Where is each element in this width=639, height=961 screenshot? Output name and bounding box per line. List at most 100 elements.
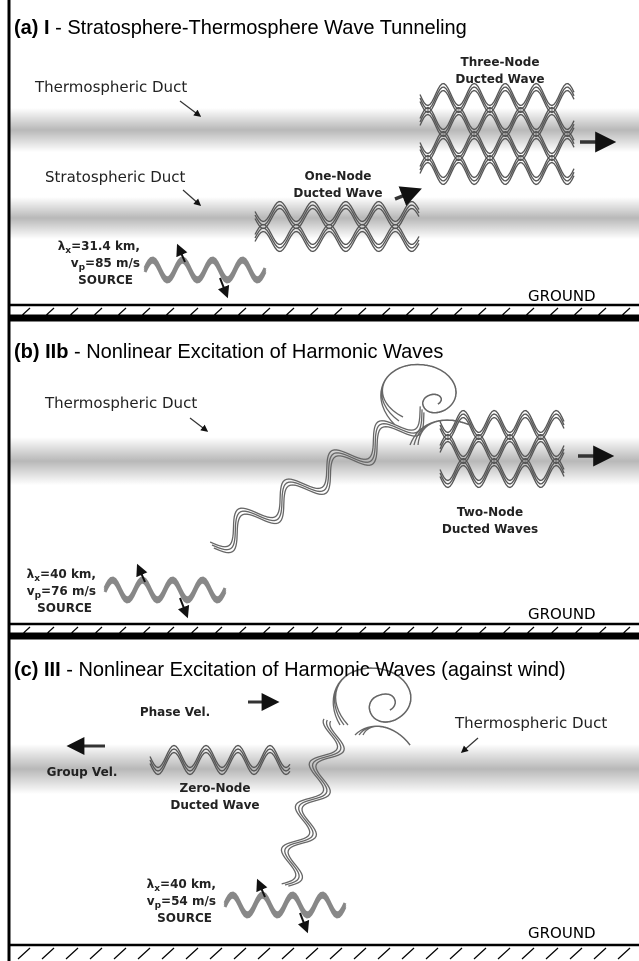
hatch-mark [593, 947, 607, 960]
arrow [394, 186, 422, 206]
hatch-mark [401, 626, 415, 639]
source-velocity: vp=76 m/s [27, 584, 96, 601]
arrow [182, 189, 202, 206]
arrow [179, 100, 202, 117]
wave-label: Two-Node [457, 505, 523, 519]
wave-line [439, 457, 565, 482]
hatch-mark [377, 626, 391, 639]
wave-label: Ducted Wave [455, 72, 544, 86]
hatch-mark [329, 947, 343, 960]
panel-title-text: - Nonlinear Excitation of Harmonic Waves [74, 341, 443, 363]
hatch-mark [425, 307, 439, 320]
hatch-mark [449, 307, 463, 320]
source-velocity: vp=54 m/s [147, 894, 216, 911]
hatch-mark [545, 947, 559, 960]
value: =40 km, [40, 567, 96, 581]
hatch-mark [17, 307, 31, 320]
wave-label: Zero-Node [180, 781, 251, 795]
symbol: λ [58, 239, 66, 253]
spiral-line [362, 725, 411, 746]
arrow [177, 597, 190, 619]
ground-hatch [17, 307, 631, 960]
arrow [176, 243, 188, 263]
wave-line [439, 440, 565, 465]
panel-title: (a) I - Stratosphere-Thermosphere Wave T… [14, 17, 467, 39]
hatch-mark [449, 947, 463, 960]
wave-line [211, 409, 423, 551]
duct-label: Thermospheric Duct [34, 78, 187, 96]
symbol: λ [147, 877, 155, 891]
hatch-mark [377, 947, 391, 960]
hatch-mark [305, 307, 319, 320]
panel-label: (b) IIb [14, 341, 68, 363]
wave-label: Ducted Wave [293, 186, 382, 200]
wave-line [419, 82, 575, 107]
hatch-mark [521, 626, 535, 639]
spiral-line [334, 667, 412, 726]
panel-label: (c) III [14, 659, 61, 681]
duct-band [10, 108, 639, 152]
panel-title-text: - Nonlinear Excitation of Harmonic Waves… [66, 659, 565, 681]
arrow [189, 417, 209, 432]
wave-line [280, 718, 339, 885]
arrow [460, 737, 479, 753]
wave-line [439, 461, 565, 485]
hatch-mark [41, 307, 55, 320]
hatch-mark [353, 947, 367, 960]
symbol: v [147, 894, 155, 908]
symbol: λ [27, 567, 35, 581]
hatch-mark [161, 626, 175, 639]
wave-line [419, 161, 575, 186]
hatch-mark [377, 307, 391, 320]
arrow [256, 878, 268, 898]
hatch-mark [569, 947, 583, 960]
background [10, 108, 639, 794]
waves [66, 82, 617, 934]
wave-line [209, 406, 421, 548]
subscript: p [155, 901, 162, 911]
hatch-mark [89, 626, 103, 639]
hatch-mark [401, 947, 415, 960]
wave-line [254, 230, 420, 253]
subscript: p [35, 591, 42, 601]
hatch-mark [233, 307, 247, 320]
source-label: SOURCE [37, 601, 92, 615]
source-velocity: vp=85 m/s [71, 256, 140, 273]
hatch-mark [569, 626, 583, 639]
phase-velocity-label: Phase Vel. [140, 705, 210, 719]
wave-line [439, 437, 565, 461]
hatch-mark [545, 626, 559, 639]
wave-line [254, 200, 420, 223]
hatch-mark [113, 307, 127, 320]
wave-line [439, 416, 565, 441]
wave-line [439, 464, 565, 489]
hatch-mark [185, 307, 199, 320]
hatch-mark [497, 626, 511, 639]
frame [7, 0, 639, 961]
hatch-mark [137, 947, 151, 960]
hatch-mark [233, 626, 247, 639]
panel-title: (b) IIb - Nonlinear Excitation of Harmon… [14, 341, 443, 363]
ground-label: GROUND [528, 924, 596, 942]
wave-line [439, 413, 565, 437]
hatch-mark [257, 947, 271, 960]
symbol: v [71, 256, 79, 270]
duct-label: Stratospheric Duct [45, 168, 186, 186]
hatch-mark [65, 626, 79, 639]
wave-line [254, 223, 420, 246]
hatch-mark [593, 307, 607, 320]
wave-line [149, 744, 291, 769]
hatch-mark [449, 626, 463, 639]
wave-line [439, 433, 565, 458]
arrow [217, 277, 230, 299]
wave-line [149, 751, 291, 776]
separator [7, 314, 639, 322]
wave-label: Ducted Wave [170, 798, 259, 812]
hatch-mark [137, 626, 151, 639]
hatch-mark [209, 626, 223, 639]
hatch-mark [305, 947, 319, 960]
hatch-mark [17, 626, 31, 639]
wave-line [419, 106, 575, 131]
hatch-mark [137, 307, 151, 320]
wave-line [284, 719, 342, 886]
